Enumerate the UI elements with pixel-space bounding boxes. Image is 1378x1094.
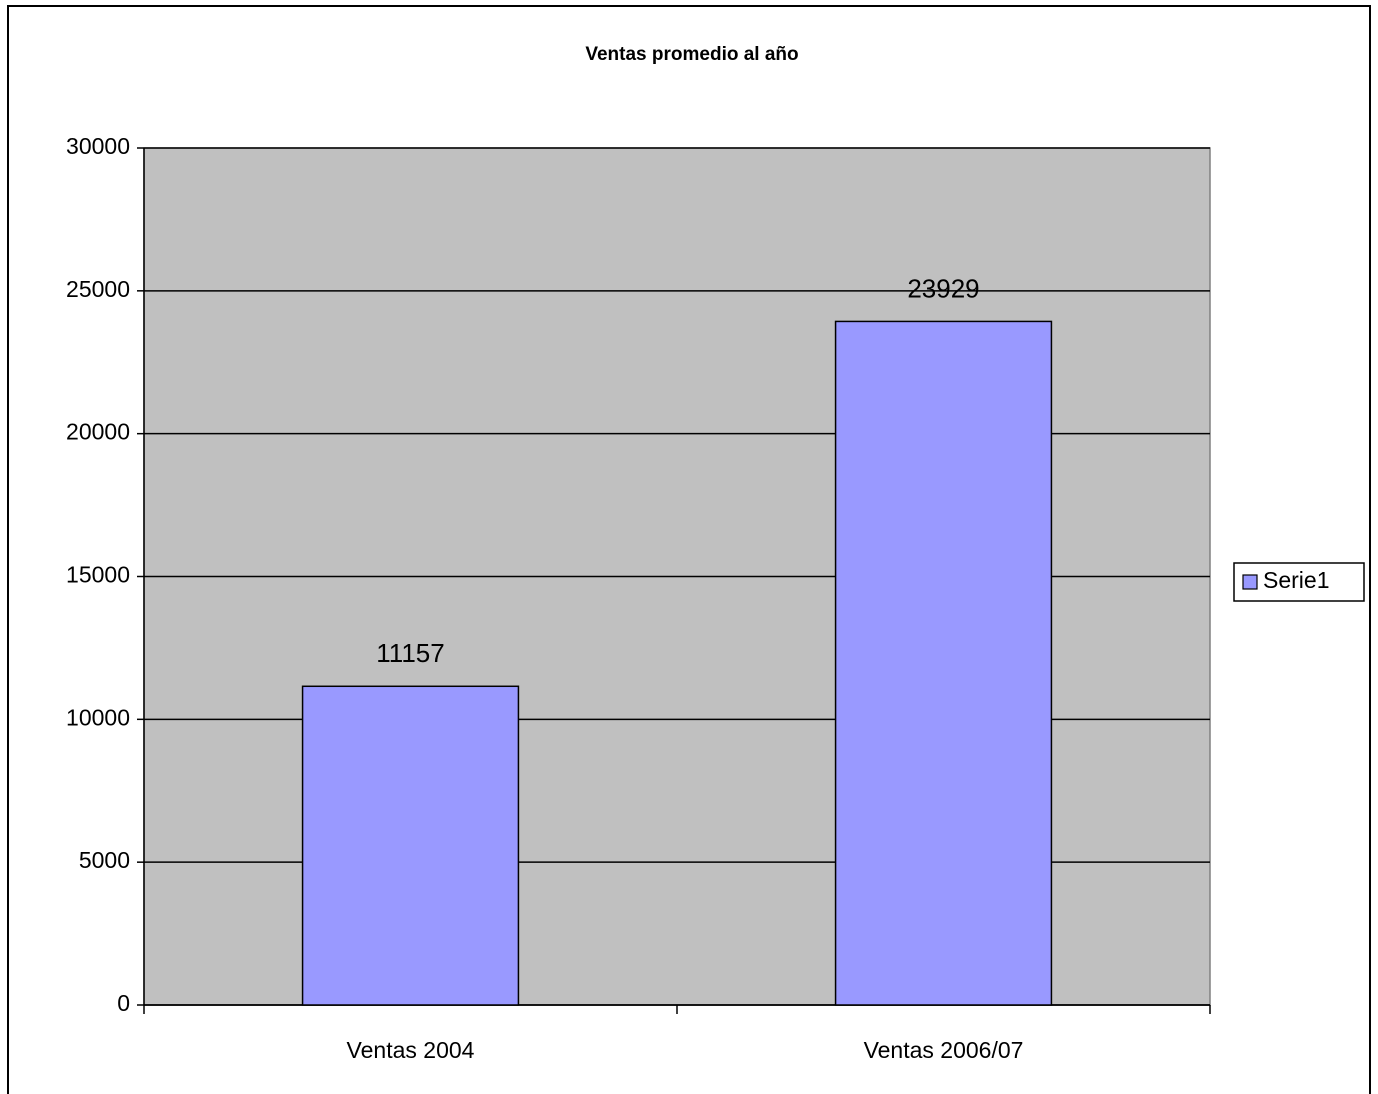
x-tick-label: Ventas 2004 [347,1037,475,1063]
y-tick-label: 10000 [66,704,130,730]
legend-label: Serie1 [1263,567,1329,593]
y-tick-label: 5000 [79,847,130,873]
data-label: 23929 [907,273,979,303]
legend-swatch [1242,574,1258,590]
bar [834,320,1053,1006]
y-tick-label: 0 [117,990,130,1016]
y-tick-label: 30000 [66,133,130,159]
y-tick-label: 15000 [66,562,130,588]
y-tick-label: 25000 [66,276,130,302]
bar [301,685,520,1006]
chart-title: Ventas promedio al año [585,44,798,65]
x-tick-label: Ventas 2006/07 [864,1037,1024,1063]
legend-box [1233,562,1365,602]
data-label: 11157 [376,638,444,668]
y-tick-label: 20000 [66,419,130,445]
